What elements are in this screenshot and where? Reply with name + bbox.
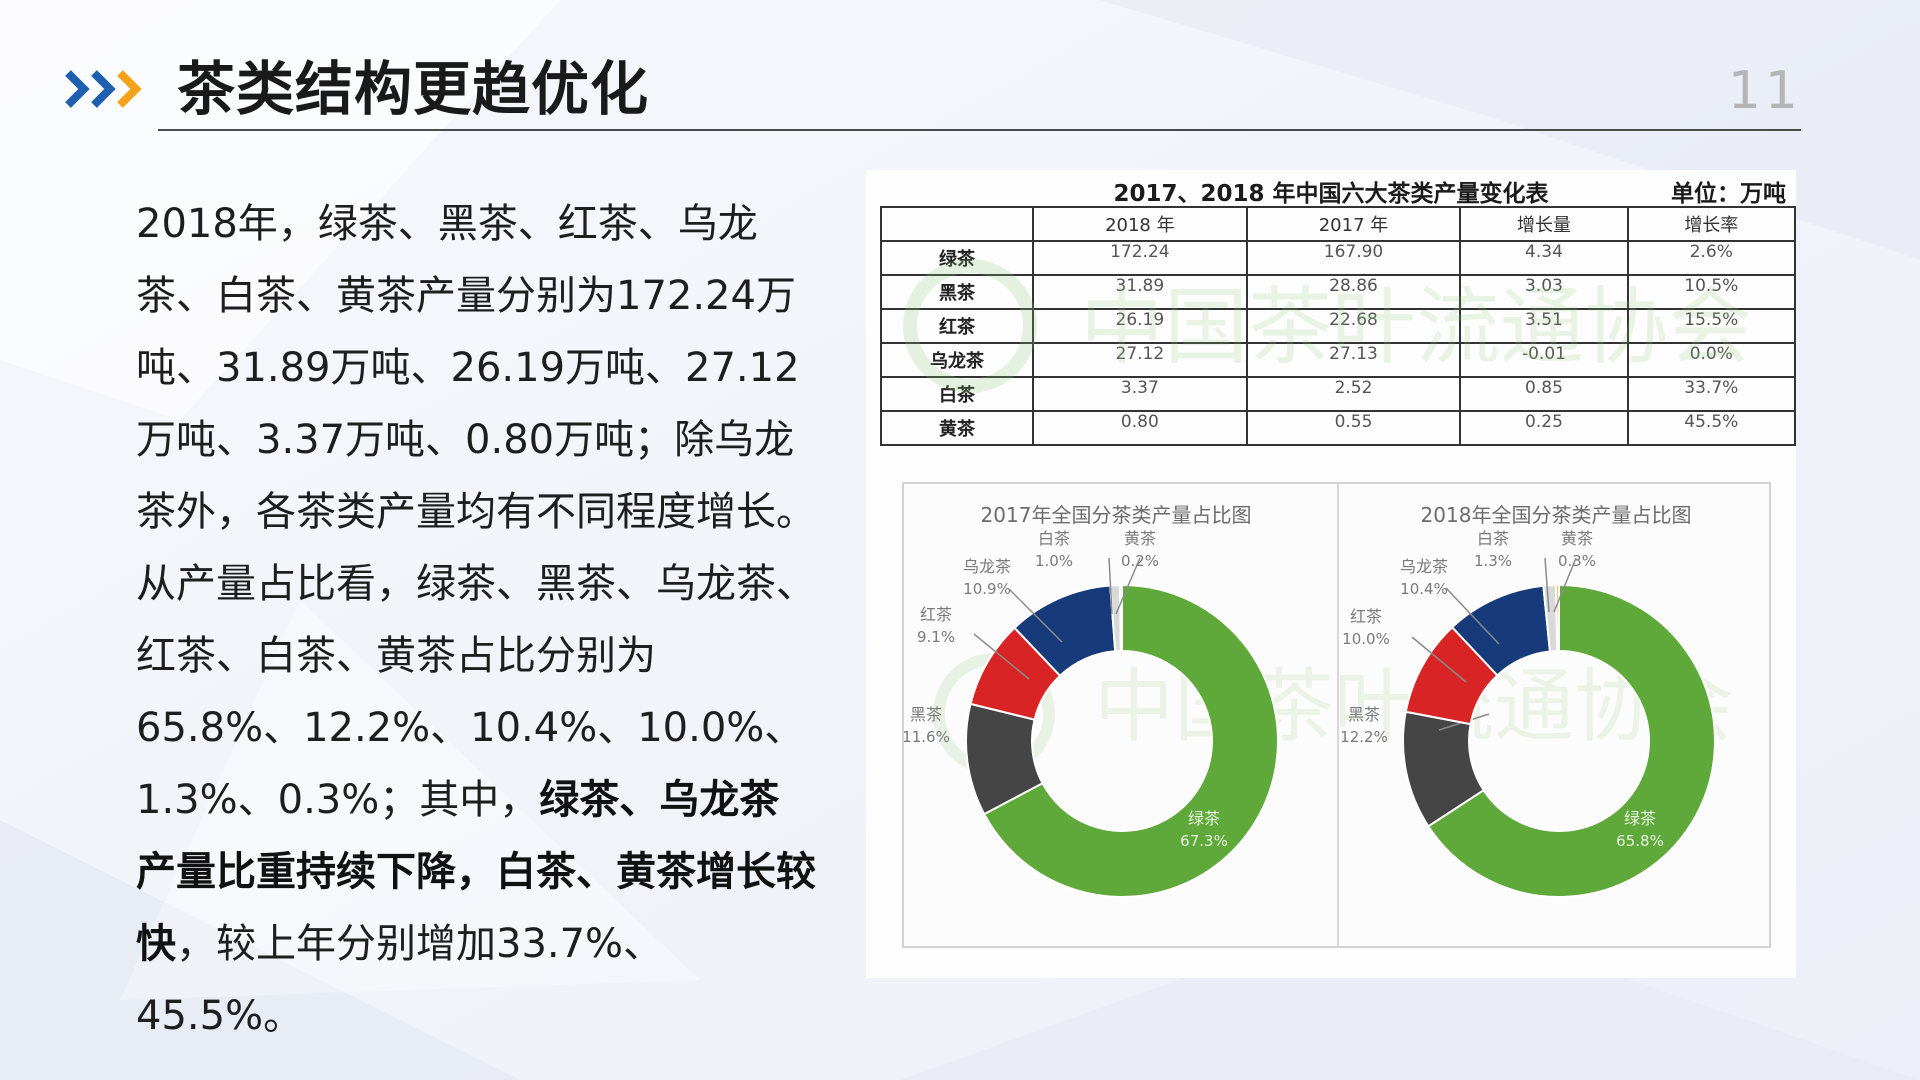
production-table: 2018 年 2017 年 增长量 增长率 绿茶 172.24 167.90 4… bbox=[880, 206, 1797, 446]
donut-title: 2017年全国分茶类产量占比图 bbox=[981, 503, 1252, 527]
table-row-label: 红茶 bbox=[880, 308, 1034, 344]
table-cell: 28.86 bbox=[1245, 274, 1462, 310]
donut-leader-line bbox=[1544, 557, 1550, 613]
table-cell: 26.19 bbox=[1032, 308, 1248, 344]
table-header-cell: 2018 年 bbox=[1032, 206, 1248, 242]
figure-panel: 2017、2018 年中国六大茶类产量变化表 单位：万吨 2018 年 2017… bbox=[866, 170, 1797, 978]
donut-charts-frame: 中国茶叶流通协会 2017年全国分茶类产量占比图绿茶67.3%黑茶11.6%红茶… bbox=[902, 482, 1771, 948]
table-unit-label: 单位：万吨 bbox=[1671, 181, 1786, 207]
table-row-label: 黑茶 bbox=[880, 274, 1034, 310]
table-cell: 0.0% bbox=[1626, 342, 1797, 378]
donut-slice bbox=[1426, 583, 1716, 898]
donut-slice-value: 0.2% bbox=[1121, 552, 1159, 570]
donut-slice-label: 白茶 bbox=[1477, 529, 1509, 548]
donut-slice-label: 白茶 bbox=[1038, 529, 1070, 548]
donut-leader-line bbox=[1553, 557, 1577, 613]
donut-slice-value: 1.0% bbox=[1035, 552, 1073, 570]
donut-leader-line bbox=[1411, 636, 1467, 683]
table-header-cell: 增长量 bbox=[1459, 206, 1629, 242]
slide-header: 茶类结构更趋优化 11 bbox=[62, 55, 1802, 135]
donut-slice-label: 红茶 bbox=[920, 605, 952, 624]
table-row: 乌龙茶 27.12 27.13 -0.01 0.0% bbox=[880, 342, 1797, 378]
donut-charts: 中国茶叶流通协会 2017年全国分茶类产量占比图绿茶67.3%黑茶11.6%红茶… bbox=[904, 503, 1734, 898]
table-title: 2017、2018 年中国六大茶类产量变化表 bbox=[1113, 181, 1549, 207]
table-cell: 3.37 bbox=[1032, 376, 1248, 412]
table-row: 黑茶 31.89 28.86 3.03 10.5% bbox=[880, 274, 1797, 310]
table-cell: 33.7% bbox=[1626, 376, 1797, 412]
donut-slice-label: 红茶 bbox=[1350, 607, 1382, 626]
paragraph-text-2: ，较上年分别增加33.7%、45.5%。 bbox=[136, 921, 664, 1039]
donut-slice-label: 黑茶 bbox=[910, 705, 942, 724]
table-header-cell: 增长率 bbox=[1626, 206, 1797, 242]
table-cell: 3.51 bbox=[1459, 308, 1629, 344]
table-row: 红茶 26.19 22.68 3.51 15.5% bbox=[880, 308, 1797, 344]
table-row-label: 白茶 bbox=[880, 376, 1034, 412]
donut-slice-value: 65.8% bbox=[1616, 832, 1664, 850]
donut-slice bbox=[1555, 583, 1560, 653]
donut-slice bbox=[1119, 583, 1123, 653]
table-row: 绿茶 172.24 167.90 4.34 2.6% bbox=[880, 240, 1797, 276]
table-cell: 0.85 bbox=[1459, 376, 1629, 412]
donut-title: 2018年全国分茶类产量占比图 bbox=[1421, 503, 1692, 527]
table-row: 白茶 3.37 2.52 0.85 33.7% bbox=[880, 376, 1797, 412]
table-cell: 0.25 bbox=[1459, 410, 1629, 446]
slide-title: 茶类结构更趋优化 bbox=[177, 55, 650, 123]
table-cell: 3.03 bbox=[1459, 274, 1629, 310]
donut-slice-value: 10.4% bbox=[1400, 580, 1448, 598]
table-cell: 15.5% bbox=[1626, 308, 1797, 344]
charts-divider bbox=[1337, 484, 1339, 946]
paragraph-text-1: 2018年，绿茶、黑茶、红茶、乌龙茶、白茶、黄茶产量分别为172.24万吨、31… bbox=[136, 201, 816, 823]
table-cell: 172.24 bbox=[1032, 240, 1248, 276]
table-row-label: 绿茶 bbox=[880, 240, 1034, 276]
donut-leader-line bbox=[1108, 557, 1113, 615]
body-paragraph: 2018年，绿茶、黑茶、红茶、乌龙茶、白茶、黄茶产量分别为172.24万吨、31… bbox=[136, 188, 816, 1052]
table-cell: 10.5% bbox=[1626, 274, 1797, 310]
table-cell: 27.13 bbox=[1245, 342, 1462, 378]
chevron-arrows-icon bbox=[65, 70, 142, 108]
donut-slice-value: 11.6% bbox=[904, 728, 950, 746]
donut-slice-label: 黑茶 bbox=[1348, 705, 1380, 724]
paragraph-bold-text: 绿茶、乌龙茶产量比重持续下降，白茶、黄茶增长较快 bbox=[136, 777, 816, 967]
donut-slice-label: 乌龙茶 bbox=[963, 557, 1011, 576]
table-cell: 2.6% bbox=[1626, 240, 1797, 276]
table-row-label: 黄茶 bbox=[880, 410, 1034, 446]
donut-slice-value: 10.9% bbox=[963, 580, 1011, 598]
donut-slice-label: 乌龙茶 bbox=[1400, 557, 1448, 576]
table-cell: 0.80 bbox=[1032, 410, 1248, 446]
donut-slice-label: 绿茶 bbox=[1624, 809, 1656, 828]
table-cell: 22.68 bbox=[1245, 308, 1462, 344]
table-cell: 31.89 bbox=[1032, 274, 1248, 310]
table-row: 黄茶 0.80 0.55 0.25 45.5% bbox=[880, 410, 1797, 446]
donut-slice-value: 67.3% bbox=[1180, 832, 1228, 850]
donut-slice-label: 绿茶 bbox=[1188, 809, 1220, 828]
donut-slice-value: 9.1% bbox=[917, 628, 955, 646]
donut-slice-value: 0.3% bbox=[1558, 552, 1596, 570]
donut-slice-label: 黄茶 bbox=[1124, 529, 1156, 548]
table-cell: 27.12 bbox=[1032, 342, 1248, 378]
donut-leader-line bbox=[1008, 588, 1063, 643]
table-row-label: 乌龙茶 bbox=[880, 342, 1034, 378]
table-header-cell: 2017 年 bbox=[1245, 206, 1462, 242]
donut-slice-label: 黄茶 bbox=[1561, 529, 1593, 548]
donut-slice bbox=[982, 583, 1279, 898]
table-cell: 4.34 bbox=[1459, 240, 1629, 276]
title-underline bbox=[158, 129, 1801, 131]
table-cell: 167.90 bbox=[1245, 240, 1462, 276]
page-number: 11 bbox=[1727, 61, 1802, 121]
table-cell: 0.55 bbox=[1245, 410, 1462, 446]
table-header-row: 2018 年 2017 年 增长量 增长率 bbox=[880, 206, 1797, 242]
table-cell: 45.5% bbox=[1626, 410, 1797, 446]
table-cell: -0.01 bbox=[1459, 342, 1629, 378]
donut-slice-value: 1.3% bbox=[1474, 552, 1512, 570]
table-cell: 2.52 bbox=[1245, 376, 1462, 412]
table-header-cell bbox=[880, 206, 1034, 242]
donut-slice-value: 12.2% bbox=[1340, 728, 1388, 746]
donut-leader-line bbox=[1115, 557, 1141, 615]
donut-slice-value: 10.0% bbox=[1342, 630, 1390, 648]
donut-leader-line bbox=[1445, 587, 1500, 645]
donut-leader-line bbox=[973, 633, 1030, 680]
